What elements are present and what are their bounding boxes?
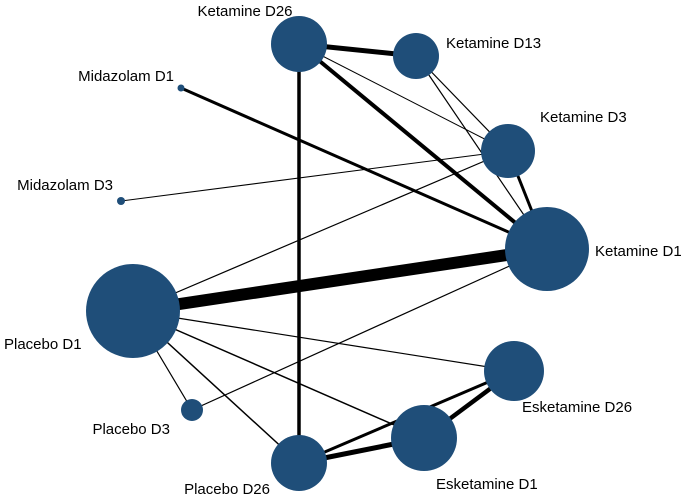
edge-placebo_d1-esketamine_d26 — [132, 310, 515, 372]
node-esketamine_d26 — [484, 341, 544, 401]
edge-placebo_d1-ketamine_d3 — [132, 150, 509, 312]
node-midazolam_d1 — [177, 84, 185, 92]
edge-placebo_d3-ketamine_d1 — [191, 248, 548, 411]
edge-midazolam_d1-ketamine_d1 — [180, 86, 548, 251]
label-ketamine_d1: Ketamine D1 — [595, 243, 682, 260]
label-placebo_d26: Placebo D26 — [184, 481, 270, 498]
node-placebo_d3 — [181, 399, 203, 421]
label-midazolam_d1: Midazolam D1 — [78, 68, 174, 85]
label-ketamine_d26: Ketamine D26 — [197, 3, 292, 20]
label-esketamine_d1: Esketamine D1 — [436, 476, 538, 493]
edge-placebo_d1-ketamine_d1 — [132, 243, 548, 317]
label-ketamine_d3: Ketamine D3 — [540, 109, 627, 126]
node-ketamine_d1 — [505, 207, 589, 291]
node-esketamine_d1 — [391, 405, 457, 471]
edge-ketamine_d26-ketamine_d3 — [298, 43, 509, 152]
node-placebo_d1 — [86, 264, 180, 358]
label-ketamine_d13: Ketamine D13 — [446, 35, 541, 52]
label-midazolam_d3: Midazolam D3 — [17, 177, 113, 194]
node-ketamine_d13 — [393, 33, 439, 79]
node-ketamine_d26 — [271, 16, 327, 72]
edge-placebo_d1-esketamine_d1 — [132, 310, 425, 439]
node-midazolam_d3 — [117, 197, 125, 205]
node-ketamine_d3 — [481, 124, 535, 178]
label-placebo_d1: Placebo D1 — [4, 336, 82, 353]
label-placebo_d3: Placebo D3 — [92, 421, 170, 438]
edge-ketamine_d26-ketamine_d1 — [297, 42, 549, 251]
node-placebo_d26 — [271, 435, 327, 491]
edge-midazolam_d3-ketamine_d3 — [120, 150, 509, 202]
label-esketamine_d26: Esketamine D26 — [522, 399, 632, 416]
